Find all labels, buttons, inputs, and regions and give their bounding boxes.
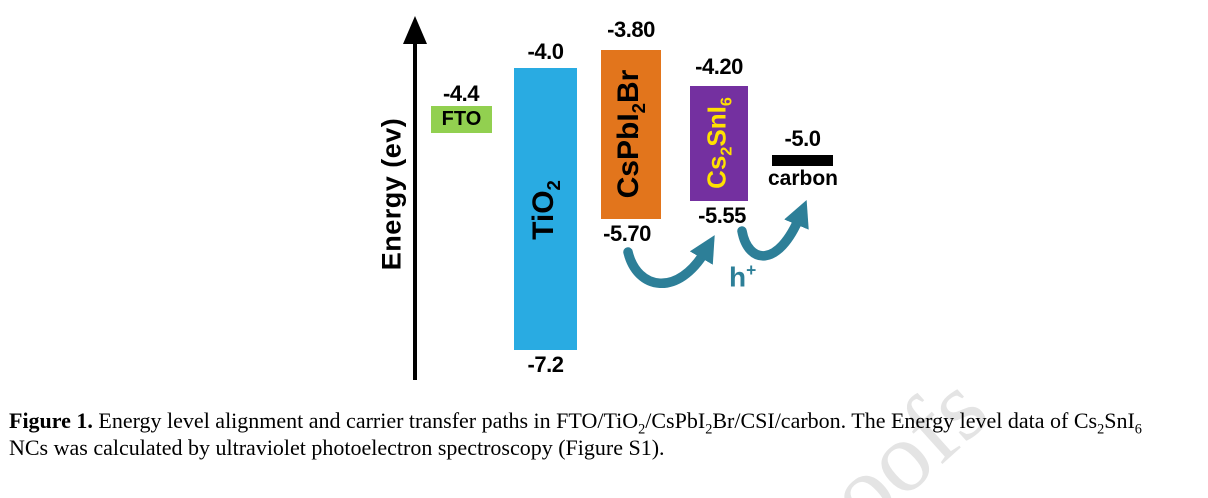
energy-axis-line: [413, 30, 417, 380]
tio2-vb-value: -7.2: [527, 352, 564, 377]
cspbi2br-cb-value: -3.80: [607, 17, 655, 42]
cs2sni6-vb-value: -5.55: [698, 203, 746, 228]
hole-label: h+: [729, 260, 757, 293]
energy-axis-label: Energy (ev): [376, 117, 407, 271]
tio2-cb-value: -4.0: [527, 39, 564, 64]
cspbi2br-bar: [601, 50, 661, 219]
arrow-cspbi2br-to-cs2sni6: [623, 235, 715, 288]
cs2sni6-bar-label: Cs2SnI6: [701, 97, 736, 189]
cs2sni6-cb-value: -4.20: [695, 54, 743, 79]
carbon-bar-label: carbon: [767, 167, 838, 190]
energy-axis-arrowhead-icon: [403, 16, 427, 44]
tio2-bar-label: TiO2: [527, 180, 564, 240]
fto-bar: FTO: [431, 106, 492, 133]
cspbi2br-vb-value: -5.70: [603, 221, 651, 246]
cspbi2br-bar-label: CsPbI2Br: [612, 69, 649, 199]
fto-level-value: -4.4: [443, 81, 479, 106]
cs2sni6-bar: [690, 86, 748, 201]
tio2-bar: [514, 68, 577, 350]
carbon-bar: [772, 155, 833, 166]
figure-caption: Figure 1. Energy level alignment and car…: [9, 408, 1142, 460]
carbon-level-value: -5.0: [784, 126, 821, 151]
